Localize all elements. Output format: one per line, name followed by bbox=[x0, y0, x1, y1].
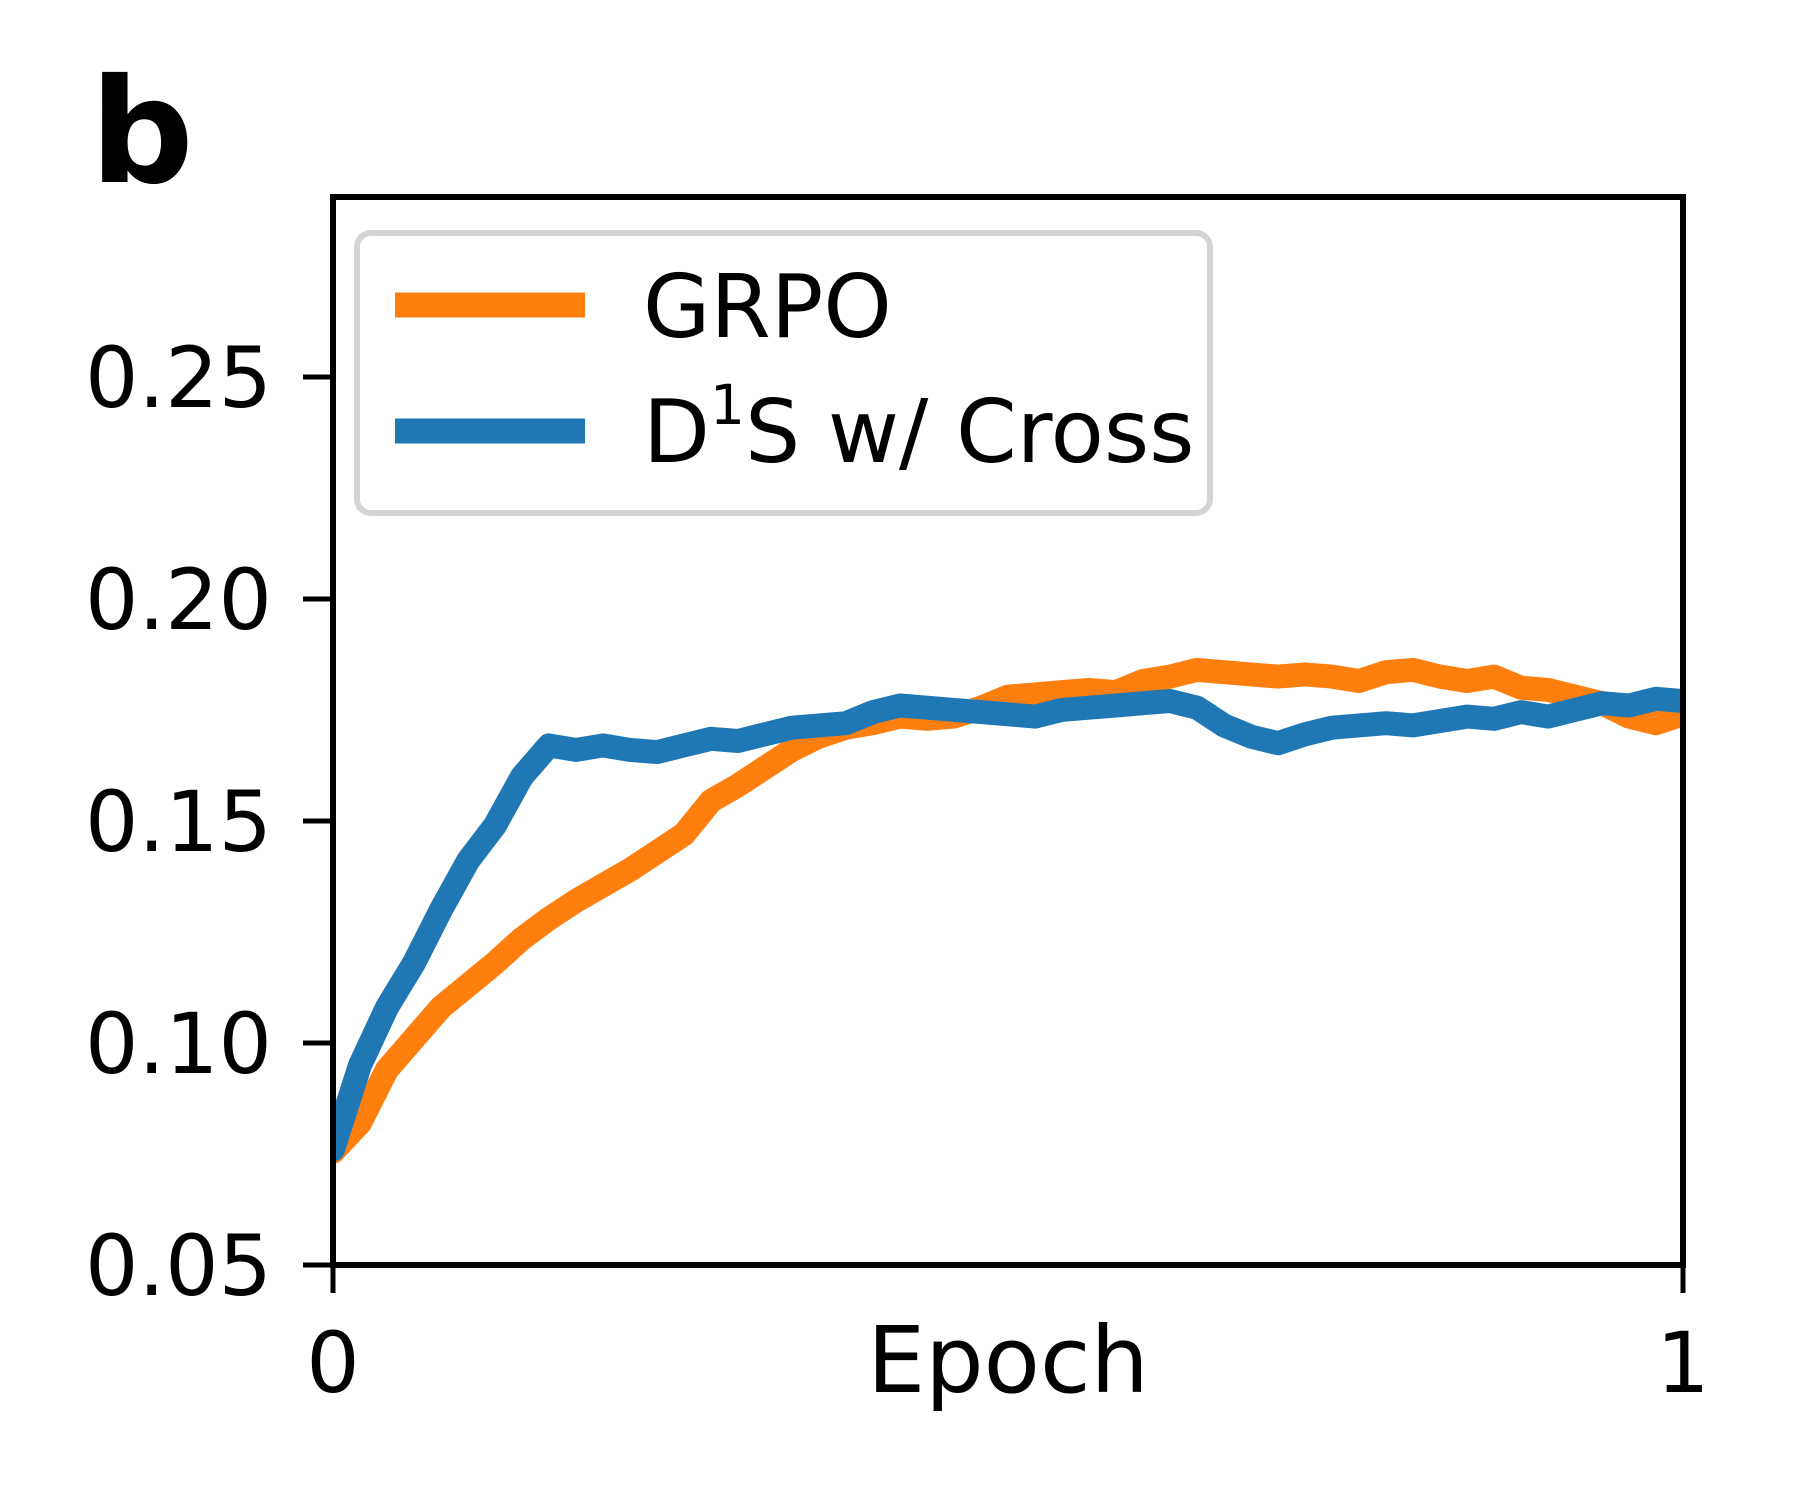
x-tick-label: 0 bbox=[306, 1314, 359, 1412]
panel-label: b bbox=[90, 48, 194, 217]
y-axis-ticks bbox=[303, 374, 333, 1268]
y-tick-label: 0.15 bbox=[85, 773, 272, 871]
x-tick-label: 1 bbox=[1656, 1314, 1709, 1412]
x-axis-title: Epoch bbox=[867, 1307, 1149, 1414]
x-axis-tick-labels: 0 1 bbox=[306, 1314, 1709, 1412]
x-axis-ticks bbox=[330, 1265, 1686, 1293]
y-tick-label: 0.25 bbox=[85, 329, 272, 427]
y-axis-tick-labels: 0.05 0.10 0.15 0.20 0.25 bbox=[85, 329, 272, 1315]
y-tick-label: 0.10 bbox=[85, 995, 272, 1093]
legend: GRPO D1S w/ Cross bbox=[354, 230, 1213, 516]
d1s-line bbox=[333, 686, 1683, 1162]
y-tick-label: 0.20 bbox=[85, 551, 272, 649]
legend-label-grpo: GRPO bbox=[643, 256, 892, 358]
axes-frame bbox=[330, 194, 1686, 1268]
y-tick-label: 0.05 bbox=[85, 1217, 272, 1315]
legend-label-d1s: D1S w/ Cross bbox=[643, 373, 1195, 483]
grpo-line bbox=[333, 657, 1683, 1164]
plot-area bbox=[333, 657, 1683, 1164]
